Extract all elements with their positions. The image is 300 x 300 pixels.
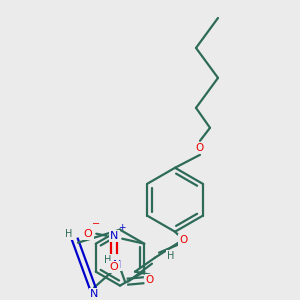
Text: H: H <box>167 251 175 261</box>
Text: O: O <box>179 235 187 245</box>
Text: +: + <box>118 223 126 232</box>
Text: O: O <box>146 274 154 285</box>
Text: O: O <box>196 143 204 153</box>
Text: N: N <box>110 231 118 241</box>
Text: O: O <box>84 229 93 239</box>
Text: N: N <box>90 289 98 298</box>
Text: H: H <box>104 255 112 265</box>
Text: H: H <box>65 229 73 239</box>
Text: N: N <box>113 260 121 270</box>
Text: O: O <box>110 262 118 272</box>
Text: −: − <box>92 219 100 229</box>
